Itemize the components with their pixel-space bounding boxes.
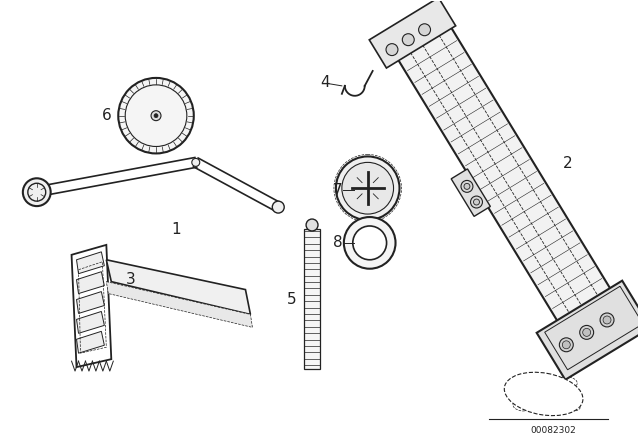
Circle shape <box>306 219 318 231</box>
Circle shape <box>363 229 372 239</box>
Text: 6: 6 <box>102 108 111 123</box>
Circle shape <box>118 78 194 154</box>
Text: 2: 2 <box>563 156 572 171</box>
Circle shape <box>464 183 470 190</box>
Text: 5: 5 <box>287 292 297 307</box>
Text: 8: 8 <box>333 235 342 250</box>
Circle shape <box>336 156 399 220</box>
Ellipse shape <box>559 377 577 387</box>
Circle shape <box>563 341 570 349</box>
Circle shape <box>461 181 473 192</box>
Circle shape <box>192 159 200 166</box>
Ellipse shape <box>513 401 531 411</box>
Circle shape <box>151 111 161 121</box>
Polygon shape <box>537 280 640 380</box>
Circle shape <box>419 24 431 36</box>
Circle shape <box>23 178 51 206</box>
Circle shape <box>272 201 284 213</box>
Text: 7: 7 <box>333 183 342 198</box>
Circle shape <box>559 338 573 352</box>
Ellipse shape <box>504 372 583 416</box>
Circle shape <box>154 114 158 118</box>
Circle shape <box>600 313 614 327</box>
Ellipse shape <box>563 401 580 411</box>
Circle shape <box>386 43 398 56</box>
Circle shape <box>580 325 594 339</box>
Circle shape <box>344 217 396 269</box>
Circle shape <box>342 162 394 214</box>
FancyBboxPatch shape <box>304 229 320 369</box>
Circle shape <box>603 316 611 324</box>
Text: 00082302: 00082302 <box>531 426 577 435</box>
Text: 4: 4 <box>320 75 330 90</box>
Polygon shape <box>451 169 490 216</box>
Circle shape <box>470 196 483 208</box>
Circle shape <box>582 328 591 336</box>
Polygon shape <box>77 311 104 333</box>
Polygon shape <box>77 271 104 293</box>
Ellipse shape <box>510 377 527 387</box>
Circle shape <box>353 226 387 260</box>
Text: 1: 1 <box>171 223 180 237</box>
Polygon shape <box>106 260 250 314</box>
Circle shape <box>474 199 479 205</box>
Polygon shape <box>106 282 252 327</box>
Polygon shape <box>77 252 104 274</box>
Polygon shape <box>77 332 104 353</box>
Circle shape <box>403 34 414 46</box>
Polygon shape <box>385 6 629 352</box>
Polygon shape <box>369 0 456 68</box>
Polygon shape <box>77 292 104 314</box>
Text: 3: 3 <box>126 272 136 287</box>
